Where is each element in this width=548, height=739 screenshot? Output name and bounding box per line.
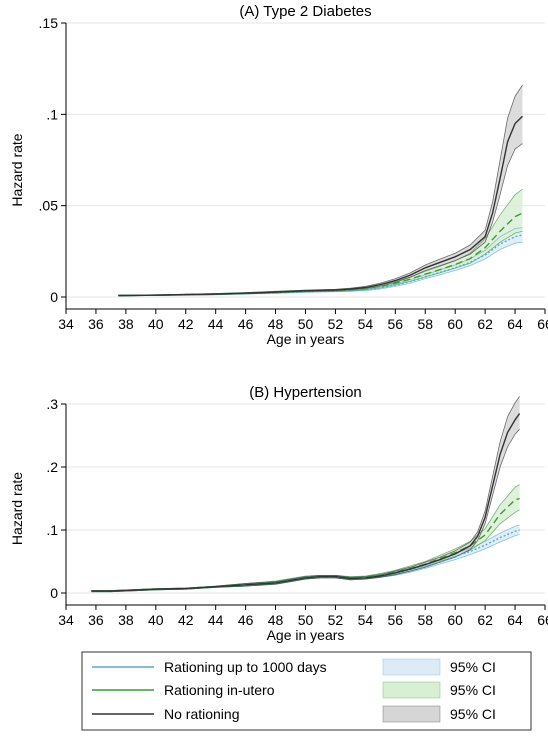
series-line-0 bbox=[91, 529, 520, 592]
ci-edge-hi-1 bbox=[118, 188, 523, 296]
x-tick-label: 58 bbox=[417, 316, 433, 332]
ci-band-0 bbox=[118, 227, 523, 296]
x-tick-label: 62 bbox=[477, 612, 493, 628]
x-tick-label: 38 bbox=[118, 612, 134, 628]
x-axis-label: Age in years bbox=[267, 331, 345, 347]
legend-ci-label: 95% CI bbox=[450, 682, 496, 698]
legend-ci-swatch bbox=[382, 658, 441, 676]
x-tick-label: 44 bbox=[208, 316, 224, 332]
x-tick-label: 48 bbox=[268, 316, 284, 332]
series-line-1 bbox=[118, 212, 523, 297]
legend-label: Rationing up to 1000 days bbox=[164, 659, 327, 675]
legend: Rationing up to 1000 days 95% CI Rationing… bbox=[81, 651, 532, 731]
x-tick-label: 34 bbox=[58, 612, 74, 628]
x-tick-label: 52 bbox=[328, 612, 344, 628]
x-tick-label: 60 bbox=[447, 316, 463, 332]
ci-band-0 bbox=[91, 525, 520, 592]
legend-label: Rationing in-utero bbox=[164, 682, 275, 698]
x-tick-label: 34 bbox=[58, 316, 74, 332]
x-tick-label: 66 bbox=[537, 316, 548, 332]
legend-ci-label: 95% CI bbox=[450, 706, 496, 722]
y-tick-label: .1 bbox=[46, 522, 58, 538]
series-line-2 bbox=[118, 115, 523, 297]
x-tick-label: 42 bbox=[178, 612, 194, 628]
y-tick-label: .05 bbox=[39, 198, 59, 214]
x-tick-label: 56 bbox=[388, 612, 404, 628]
x-tick-label: 56 bbox=[388, 316, 404, 332]
x-tick-label: 36 bbox=[88, 316, 104, 332]
ci-edge-hi-1 bbox=[91, 484, 520, 591]
y-tick-label: .3 bbox=[46, 396, 58, 412]
ci-edge-lo-0 bbox=[91, 534, 520, 593]
x-axis-label: Age in years bbox=[267, 627, 345, 643]
legend-box bbox=[81, 651, 532, 731]
panel-type2-diabetes: 0 .05 .1 .15 34 36 38 40 42 44 46 48 50 52 54 56 58 60 62 6… bbox=[9, 3, 548, 347]
y-tick-label: 0 bbox=[50, 289, 58, 305]
x-tick-label: 50 bbox=[298, 316, 314, 332]
x-tick-label: 54 bbox=[358, 316, 374, 332]
x-tick-label: 44 bbox=[208, 612, 224, 628]
y-tick-label: .1 bbox=[46, 106, 58, 122]
x-tick-label: 60 bbox=[447, 612, 463, 628]
chart-title: (B) Hypertension bbox=[249, 384, 362, 401]
ci-band-2 bbox=[91, 396, 520, 592]
legend-ci-swatch bbox=[382, 705, 441, 723]
x-tick-label: 62 bbox=[477, 316, 493, 332]
x-tick-label: 66 bbox=[537, 612, 548, 628]
x-tick-label: 50 bbox=[298, 612, 314, 628]
chart-title: (A) Type 2 Diabetes bbox=[239, 3, 371, 20]
y-axis-label: Hazard rate bbox=[9, 133, 25, 206]
x-tick-label: 64 bbox=[507, 612, 523, 628]
x-tick-label: 40 bbox=[148, 612, 164, 628]
x-tick-label: 42 bbox=[178, 316, 194, 332]
ci-edge-lo-2 bbox=[91, 428, 520, 593]
legend-ci-label: 95% CI bbox=[450, 659, 496, 675]
x-tick-label: 46 bbox=[238, 612, 254, 628]
ci-edge-hi-2 bbox=[91, 396, 520, 591]
x-tick-label: 52 bbox=[328, 316, 344, 332]
x-tick-label: 46 bbox=[238, 316, 254, 332]
panel-hypertension: 0 .1 .2 .3 34 36 38 40 42 44 46 48 50 52 54 56 58 60 62 64 6… bbox=[9, 384, 548, 643]
y-tick-label: .15 bbox=[39, 15, 59, 31]
ci-edge-lo-2 bbox=[118, 143, 523, 297]
x-tick-label: 40 bbox=[148, 316, 164, 332]
x-tick-label: 58 bbox=[417, 612, 433, 628]
x-tick-label: 54 bbox=[358, 612, 374, 628]
legend-ci-swatch bbox=[382, 681, 441, 699]
x-tick-label: 48 bbox=[268, 612, 284, 628]
y-axis-label: Hazard rate bbox=[9, 472, 25, 545]
x-tick-label: 38 bbox=[118, 316, 134, 332]
y-tick-label: .2 bbox=[46, 459, 58, 475]
x-tick-label: 64 bbox=[507, 316, 523, 332]
x-tick-label: 36 bbox=[88, 612, 104, 628]
series-line-2 bbox=[91, 413, 521, 592]
legend-label: No rationing bbox=[164, 706, 240, 722]
y-tick-label: 0 bbox=[50, 585, 58, 601]
